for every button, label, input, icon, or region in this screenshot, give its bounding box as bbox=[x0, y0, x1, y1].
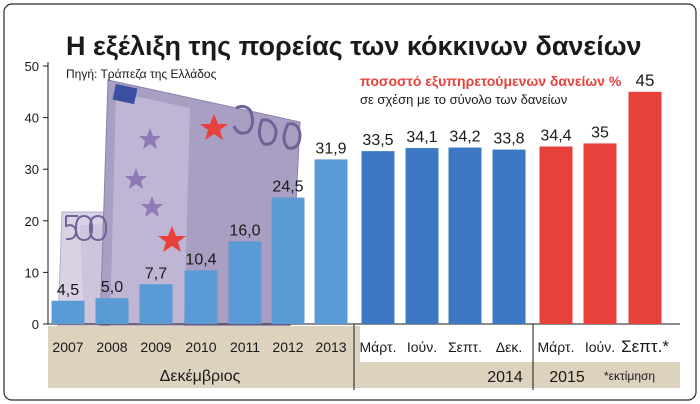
y-tick-label: 20 bbox=[25, 214, 39, 229]
group-labels: Δεκέμβριος 2014 2015 bbox=[160, 368, 585, 386]
x-tick-label: Ιούν. bbox=[407, 339, 437, 355]
bar-value-label: 24,5 bbox=[272, 179, 303, 196]
bar-value-label: 33,5 bbox=[362, 132, 393, 149]
x-tick-label: 2007 bbox=[52, 339, 83, 355]
bar bbox=[583, 143, 617, 324]
banknote-star-3 bbox=[139, 128, 161, 149]
banknote-flag bbox=[112, 83, 138, 105]
bar-value-label: 31,9 bbox=[315, 140, 346, 157]
group-label: Δεκέμβριος bbox=[160, 368, 241, 385]
group-label: 2015 bbox=[549, 369, 585, 386]
legend-sub: σε σχέση με το σύνολο των δανείων bbox=[360, 92, 567, 107]
x-tick-label: 2009 bbox=[140, 339, 171, 355]
banknote-star-2 bbox=[158, 226, 186, 252]
x-tick-label: Σεπτ. bbox=[448, 339, 482, 355]
bar bbox=[448, 147, 482, 324]
bar bbox=[361, 151, 395, 324]
x-tick-label: 2013 bbox=[315, 339, 346, 355]
banknote-denomination-small bbox=[65, 214, 108, 242]
group-label: 2014 bbox=[487, 369, 523, 386]
banknote-star-4 bbox=[125, 168, 147, 189]
legend-main: ποσοστό εξυπηρετούμενων δανείων % bbox=[360, 73, 622, 89]
bar-value-label: 16,0 bbox=[229, 222, 260, 239]
bar bbox=[228, 241, 262, 324]
y-tick-label: 40 bbox=[25, 111, 39, 126]
bar-value-label: 45 bbox=[636, 71, 655, 90]
bar-value-label: 34,1 bbox=[406, 129, 437, 146]
bar-value-label: 10,4 bbox=[185, 251, 216, 268]
y-tick-label: 0 bbox=[32, 317, 39, 332]
x-tick-label: Ιούν. bbox=[585, 339, 615, 355]
group-band-dekemvrios bbox=[48, 326, 360, 388]
group-band bbox=[360, 362, 680, 388]
bar bbox=[539, 146, 573, 324]
bar-value-label: 35 bbox=[591, 124, 609, 141]
x-tick-labels: 2007 2008 2009 2010 2011 2012 2013 Μάρτ. Ιούν. Σε… bbox=[52, 337, 669, 356]
x-tick-label: Σεπτ.* bbox=[621, 337, 669, 356]
bar bbox=[271, 197, 305, 324]
bar bbox=[139, 284, 173, 324]
x-tick-label: Μάρτ. bbox=[538, 339, 575, 355]
bar-value-label: 7,7 bbox=[145, 265, 167, 282]
bar bbox=[95, 298, 129, 324]
y-tick-label: 30 bbox=[25, 162, 39, 177]
bar-value-label: 34,2 bbox=[449, 129, 480, 146]
y-tick-label: 10 bbox=[25, 265, 39, 280]
x-tick-label: Μάρτ. bbox=[360, 339, 397, 355]
bars bbox=[51, 91, 662, 324]
bar bbox=[492, 149, 526, 324]
bar-value-label: 5,0 bbox=[101, 279, 123, 296]
banknote-star-5 bbox=[141, 196, 163, 217]
chart-source: Πηγή: Τράπεζα της Ελλάδος bbox=[66, 67, 217, 81]
bar-value-label: 34,4 bbox=[540, 127, 571, 144]
value-labels: 4,5 5,0 7,7 10,4 16,0 24,5 31,9 33,5 34,1 34,2 33,… bbox=[57, 71, 655, 299]
bar-value-label: 33,8 bbox=[493, 131, 524, 148]
banknote-star-1 bbox=[200, 114, 228, 140]
chart-title: Η εξέλιξη της πορείας των κόκκινων δανεί… bbox=[66, 31, 642, 61]
bar bbox=[184, 270, 218, 324]
bar bbox=[405, 148, 439, 324]
y-tick-label: 50 bbox=[25, 59, 39, 74]
x-tick-label: 2008 bbox=[96, 339, 127, 355]
bar-value-label: 4,5 bbox=[57, 282, 79, 299]
banknote-denomination-art bbox=[232, 104, 302, 150]
bar bbox=[51, 300, 85, 324]
bar bbox=[628, 91, 662, 324]
x-tick-label: 2011 bbox=[230, 339, 260, 355]
x-tick-label: 2012 bbox=[272, 339, 303, 355]
x-tick-label: Δεκ. bbox=[496, 339, 522, 355]
footnote: *εκτίμηση bbox=[604, 369, 655, 383]
bar bbox=[314, 159, 348, 324]
x-tick-label: 2010 bbox=[185, 339, 216, 355]
